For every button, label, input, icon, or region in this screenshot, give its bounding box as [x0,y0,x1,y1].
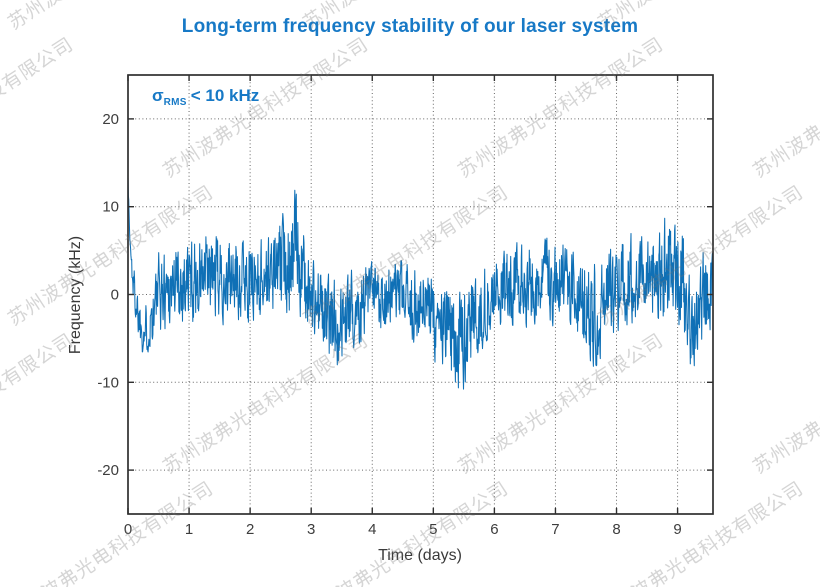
x-tick-label: 1 [185,521,193,538]
y-tick-label: -20 [97,462,119,479]
rms-annotation: σRMS < 10 kHz [152,86,259,108]
x-tick-label: 9 [673,521,681,538]
trace-layer [127,177,714,390]
sigma-symbol: σ [152,86,164,105]
y-tick-label: 20 [102,111,119,128]
x-axis-label: Time (days) [378,547,462,564]
x-tick-label: 6 [490,521,498,538]
y-tick-label: 10 [102,199,119,216]
x-tick-label: 2 [246,521,254,538]
x-tick-label: 3 [307,521,315,538]
x-tick-label: 8 [612,521,620,538]
tick-label-layer: 0 1 2 3 4 5 6 7 8 9 -20 -10 0 10 20 [97,111,681,538]
x-tick-label: 7 [551,521,559,538]
tick-layer [127,75,713,514]
y-tick-label: -10 [97,374,119,391]
x-tick-label: 0 [124,521,132,538]
sigma-subscript: RMS [163,97,187,108]
frequency-trace [127,177,714,390]
y-tick-label: 0 [111,287,119,304]
x-tick-label: 5 [429,521,437,538]
chart-title: Long-term frequency stability of our las… [181,16,639,37]
y-axis-label: Frequency (kHz) [67,236,84,354]
x-tick-label: 4 [368,521,376,538]
rms-annotation-value: < 10 kHz [190,86,260,105]
